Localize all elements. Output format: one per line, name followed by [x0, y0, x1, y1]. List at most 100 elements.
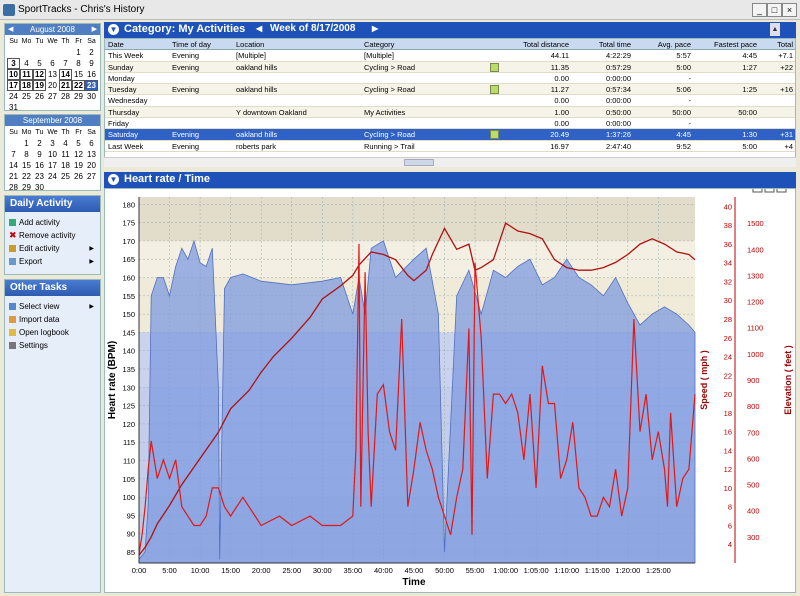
next-month-icon[interactable]: ▶ [91, 26, 97, 33]
table-row[interactable]: Thursday Y downtown Oakland My Activities 1… [105, 106, 795, 119]
calendar-day[interactable]: 14 [59, 69, 72, 80]
calendar-day[interactable]: 2 [37, 139, 42, 148]
add-activity-link[interactable]: Add activity [5, 216, 100, 229]
calendar-day[interactable]: 28 [9, 183, 18, 192]
calendar-day[interactable]: 17 [48, 161, 57, 170]
calendar-day[interactable]: 24 [9, 92, 18, 101]
calendar-day [46, 47, 59, 58]
calendar-day[interactable]: 16 [35, 161, 44, 170]
calendar-day[interactable]: 21 [9, 172, 18, 181]
table-cell: Evening [172, 85, 200, 95]
calendar-day[interactable]: 5 [37, 59, 42, 68]
speed-tick-label: 4 [728, 540, 732, 549]
calendar-day[interactable]: 25 [22, 92, 31, 101]
calendar-day[interactable]: 1 [76, 48, 81, 57]
calendar-day[interactable]: 13 [87, 150, 96, 159]
calendar-day[interactable]: 15 [74, 70, 83, 79]
import-data-link[interactable]: Import data [5, 313, 100, 326]
calendar-day[interactable]: 25 [61, 172, 70, 181]
maximize-button[interactable]: □ [767, 3, 782, 17]
calendar-day[interactable]: 8 [24, 150, 29, 159]
calendar-day[interactable]: 11 [61, 150, 70, 159]
prev-month-icon[interactable]: ◀ [8, 26, 14, 33]
table-row[interactable]: Sunday Evening oakland hills Cycling > Road… [105, 61, 795, 73]
calendar-day[interactable]: 11 [20, 69, 33, 80]
calendar-day[interactable]: 14 [9, 161, 18, 170]
calendar-day[interactable]: 18 [61, 161, 70, 170]
calendar-day[interactable]: 4 [24, 59, 29, 68]
table-row[interactable]: This Week Evening [Multiple] [Multiple] 44.1… [105, 50, 795, 62]
horizontal-scrollbar[interactable] [104, 157, 796, 167]
calendar-day[interactable]: 19 [33, 80, 46, 91]
calendar-day[interactable]: 12 [33, 69, 46, 80]
task-label: Import data [19, 315, 60, 324]
calendar-day[interactable]: 31 [9, 103, 18, 112]
settings-link[interactable]: Settings [5, 339, 100, 352]
scroll-thumb[interactable] [404, 159, 434, 166]
calendar-day[interactable]: 18 [20, 80, 33, 91]
select-view-link[interactable]: Select view ▶ [5, 300, 100, 313]
calendar-day[interactable]: 26 [35, 92, 44, 101]
next-week-icon[interactable]: ▶ [372, 24, 379, 33]
table-cell: Sunday [108, 62, 134, 72]
calendar-day[interactable]: 6 [89, 139, 94, 148]
calendar-day[interactable]: 29 [22, 183, 31, 192]
minimize-button[interactable]: _ [752, 3, 767, 17]
table-cell: This Week [108, 51, 144, 61]
collapse-icon[interactable]: ▼ [108, 24, 119, 35]
calendar-day[interactable]: 30 [35, 183, 44, 192]
calendar-day[interactable]: 16 [87, 70, 96, 79]
edit-activity-link[interactable]: Edit activity ▶ [5, 242, 100, 255]
calendar-day[interactable]: 28 [61, 92, 70, 101]
calendar-day[interactable]: 30 [87, 92, 96, 101]
calendar-day[interactable]: 3 [7, 58, 20, 69]
table-row[interactable]: Friday 0.00 0:00:00 - [105, 118, 795, 130]
close-button[interactable]: × [782, 3, 797, 17]
calendar-day[interactable]: 20 [87, 161, 96, 170]
calendar-day[interactable]: 23 [35, 172, 44, 181]
calendar-day[interactable]: 12 [74, 150, 83, 159]
table-row[interactable]: Tuesday Evening oakland hills Cycling > Roa… [105, 84, 795, 96]
prev-week-icon[interactable]: ◀ [256, 24, 263, 33]
calendar-day[interactable]: 7 [11, 150, 16, 159]
table-row[interactable]: Last Week Evening roberts park Running > Tr… [105, 141, 795, 152]
chart-header-bar: ▼ Heart rate / Time [104, 172, 796, 188]
calendar-day[interactable]: 17 [7, 80, 20, 91]
collapse-icon[interactable]: ▼ [108, 174, 119, 185]
calendar-day[interactable]: 26 [74, 172, 83, 181]
weekday-label: Mo [21, 129, 32, 136]
calendar-day[interactable]: 21 [59, 80, 72, 91]
open-logbook-link[interactable]: Open logbook [5, 326, 100, 339]
table-row[interactable]: Saturday Evening oakland hills Cycling > Ro… [105, 129, 795, 141]
calendar-day[interactable]: 24 [48, 172, 57, 181]
calendar-day[interactable]: 6 [50, 59, 55, 68]
table-row[interactable]: Wednesday 0.00 0:00:00 - [105, 95, 795, 107]
calendar-day[interactable]: 27 [48, 92, 57, 101]
calendar-day[interactable]: 4 [63, 139, 68, 148]
table-row[interactable]: Monday 0.00 0:00:00 - [105, 73, 795, 85]
remove-activity-link[interactable]: ✖ Remove activity [5, 229, 100, 242]
calendar-day[interactable]: 13 [48, 70, 57, 79]
calendar-day[interactable]: 22 [22, 172, 31, 181]
calendar-day[interactable]: 1 [24, 139, 29, 148]
calendar-day[interactable]: 15 [22, 161, 31, 170]
calendar-day[interactable]: 19 [74, 161, 83, 170]
calendar-day[interactable]: 9 [37, 150, 42, 159]
heart-rate-chart[interactable]: 85 90 95 100 105 110 115 120 125 130 135 140 145 150 1… [105, 182, 795, 592]
calendar-day[interactable]: 8 [76, 59, 81, 68]
calendar-day[interactable]: 22 [72, 80, 85, 91]
export-link[interactable]: Export ▶ [5, 255, 100, 268]
calendar-day[interactable]: 5 [76, 139, 81, 148]
calendar-day[interactable]: 2 [89, 48, 94, 57]
scroll-up-icon[interactable]: ▲ [770, 23, 780, 36]
calendar-day[interactable]: 27 [87, 172, 96, 181]
calendar-day[interactable]: 3 [50, 139, 55, 148]
calendar-day[interactable]: 7 [63, 59, 68, 68]
calendar-day[interactable]: 10 [7, 69, 20, 80]
calendar-day[interactable]: 9 [89, 59, 94, 68]
calendar-day[interactable]: 10 [48, 150, 57, 159]
calendar-day[interactable]: 29 [74, 92, 83, 101]
calendar-day[interactable]: 23 [85, 80, 98, 91]
table-header-row[interactable]: Date Time of day Location Category Total dis… [105, 39, 795, 51]
calendar-day[interactable]: 20 [48, 81, 57, 90]
